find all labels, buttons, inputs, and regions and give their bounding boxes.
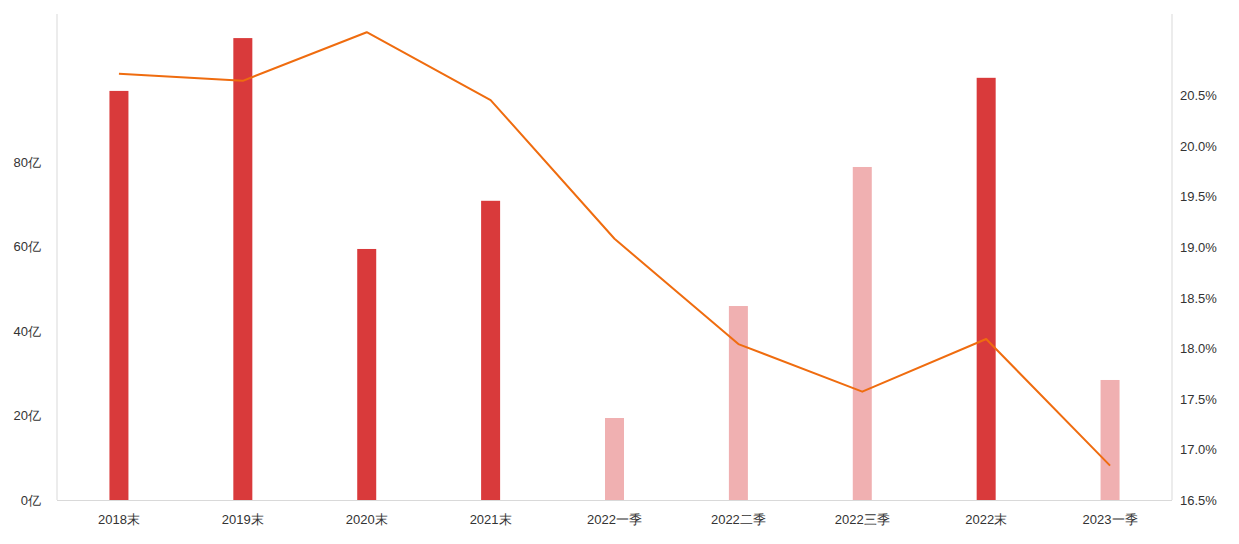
y-tick-label: 80亿: [14, 155, 41, 170]
bar: [357, 249, 376, 500]
chart: 0亿 20亿 40亿 60亿 80亿 16.5% 17.0% 17.5% 18.0% 18.5% 1…: [0, 0, 1239, 544]
line: [119, 32, 1110, 465]
bar: [729, 306, 748, 500]
y2-tick-label: 19.5%: [1180, 189, 1217, 204]
y2-tick-label: 18.0%: [1180, 341, 1217, 356]
x-tick-label: 2019末: [222, 512, 264, 527]
bar: [977, 78, 996, 500]
y-tick-label: 40亿: [14, 324, 41, 339]
y-tick-label: 20亿: [14, 408, 41, 423]
x-tick-label: 2021末: [470, 512, 512, 527]
y2-tick-label: 19.0%: [1180, 240, 1217, 255]
x-tick-label: 2022三季: [835, 512, 890, 527]
y2-tick-label: 20.0%: [1180, 139, 1217, 154]
y2-tick-label: 20.5%: [1180, 88, 1217, 103]
bar: [1101, 380, 1120, 500]
x-tick-label: 2022二季: [711, 512, 766, 527]
y2-tick-label: 18.5%: [1180, 291, 1217, 306]
bar: [605, 418, 624, 500]
x-axis: [57, 500, 1172, 501]
x-tick-label: 2018末: [98, 512, 140, 527]
x-tick-label: 2020末: [346, 512, 388, 527]
y2-tick-label: 17.5%: [1180, 392, 1217, 407]
bar: [853, 167, 872, 500]
y-tick-label: 60亿: [14, 239, 41, 254]
y2-axis: [1172, 14, 1173, 500]
y-axis: [57, 14, 58, 500]
x-tick-label: 2022一季: [587, 512, 642, 527]
plot-area: [109, 32, 1119, 500]
y2-tick-label: 16.5%: [1180, 493, 1217, 508]
y-tick-label: 0亿: [21, 493, 41, 508]
bar: [109, 91, 128, 500]
y2-tick-label: 17.0%: [1180, 442, 1217, 457]
x-tick-label: 2023一季: [1083, 512, 1138, 527]
bar: [481, 201, 500, 500]
x-tick-label: 2022末: [965, 512, 1007, 527]
bar: [233, 38, 252, 500]
